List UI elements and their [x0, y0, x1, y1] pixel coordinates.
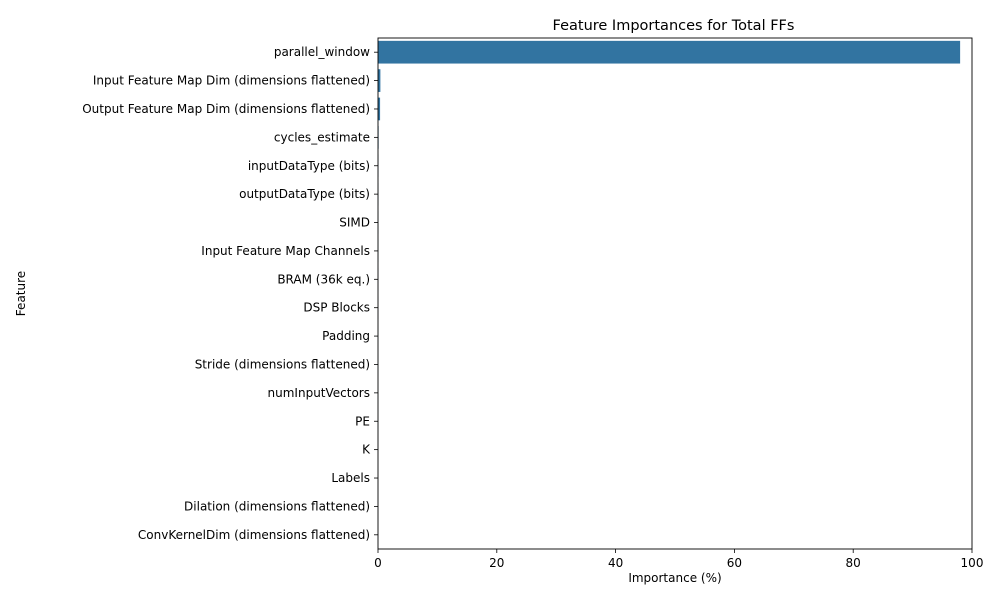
y-tick-label: Padding: [322, 329, 370, 343]
bar: [378, 69, 381, 92]
y-tick-label: Input Feature Map Dim (dimensions flatte…: [93, 74, 370, 88]
y-axis-ticks: parallel_window Input Feature Map Dim (di…: [82, 45, 378, 542]
plot-frame: [377, 37, 973, 550]
x-tick-label: 100: [961, 556, 984, 570]
y-tick-label: Output Feature Map Dim (dimensions flatt…: [82, 102, 370, 116]
x-axis-ticks: 0 20 40 60 80 100: [374, 549, 983, 570]
bar: [378, 97, 381, 121]
y-tick-label: Labels: [331, 471, 370, 485]
x-tick-label: 80: [846, 556, 861, 570]
x-tick-label: 0: [374, 556, 382, 570]
x-tick-label: 40: [608, 556, 623, 570]
y-tick-label: outputDataType (bits): [239, 187, 370, 201]
x-tick-label: 20: [489, 556, 504, 570]
y-tick-label: Dilation (dimensions flattened): [184, 499, 370, 513]
y-tick-label: parallel_window: [274, 45, 370, 59]
x-axis-label: Importance (%): [628, 571, 721, 585]
x-tick-label: 60: [727, 556, 742, 570]
y-tick-label: Input Feature Map Channels: [201, 244, 370, 258]
y-tick-label: SIMD: [339, 216, 370, 230]
y-axis-label: Feature: [14, 271, 28, 316]
y-tick-label: inputDataType (bits): [248, 159, 370, 173]
y-tick-label: ConvKernelDim (dimensions flattened): [138, 528, 370, 542]
y-tick-label: numInputVectors: [268, 386, 370, 400]
y-tick-label: cycles_estimate: [274, 130, 370, 144]
y-tick-label: BRAM (36k eq.): [277, 272, 370, 286]
y-tick-label: PE: [355, 414, 370, 428]
chart-title: Feature Importances for Total FFs: [553, 18, 795, 34]
bar: [378, 40, 961, 64]
y-tick-label: K: [362, 443, 371, 457]
y-tick-label: DSP Blocks: [303, 301, 370, 315]
y-tick-label: Stride (dimensions flattened): [195, 357, 370, 371]
bars-group: [378, 40, 961, 433]
